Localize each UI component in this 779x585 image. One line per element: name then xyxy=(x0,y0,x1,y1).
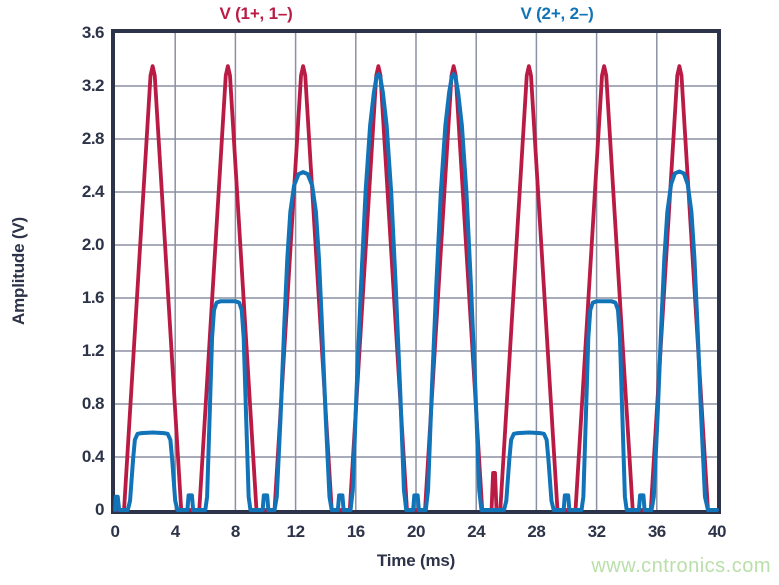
x-tick-label: 8 xyxy=(230,522,240,541)
x-tick-label: 4 xyxy=(170,522,180,541)
series-line-1 xyxy=(113,64,719,512)
watermark: www.cntronics.com xyxy=(591,555,771,577)
y-tick-label: 2.4 xyxy=(81,182,105,201)
y-tick-label: 0 xyxy=(95,500,104,519)
y-tick-label: 3.2 xyxy=(81,76,105,95)
x-tick-label: 16 xyxy=(346,522,365,541)
x-tick-label: 28 xyxy=(527,522,546,541)
y-tick-label: 0.4 xyxy=(81,447,105,466)
y-tick-label: 0.8 xyxy=(81,394,105,413)
series-line-2 xyxy=(113,72,719,512)
y-tick-label: 2.0 xyxy=(81,235,105,254)
x-tick-label: 32 xyxy=(587,522,606,541)
legend-series-1: V (1+, 1–) xyxy=(219,4,293,23)
plot-area xyxy=(111,29,721,514)
x-tick-label: 36 xyxy=(647,522,666,541)
x-tick-label: 0 xyxy=(110,522,120,541)
x-axis-title: Time (ms) xyxy=(376,551,456,570)
x-tick-label: 24 xyxy=(467,522,486,541)
x-tick-label: 40 xyxy=(708,522,726,541)
x-tick-label: 20 xyxy=(407,522,425,541)
y-tick-label: 1.2 xyxy=(81,341,105,360)
plot-canvas xyxy=(113,33,719,512)
y-tick-label: 1.6 xyxy=(81,288,105,307)
x-tick-label: 12 xyxy=(286,522,305,541)
y-tick-label: 2.8 xyxy=(81,129,105,148)
y-tick-label: 3.6 xyxy=(81,23,105,42)
legend-series-2: V (2+, 2–) xyxy=(520,4,594,23)
